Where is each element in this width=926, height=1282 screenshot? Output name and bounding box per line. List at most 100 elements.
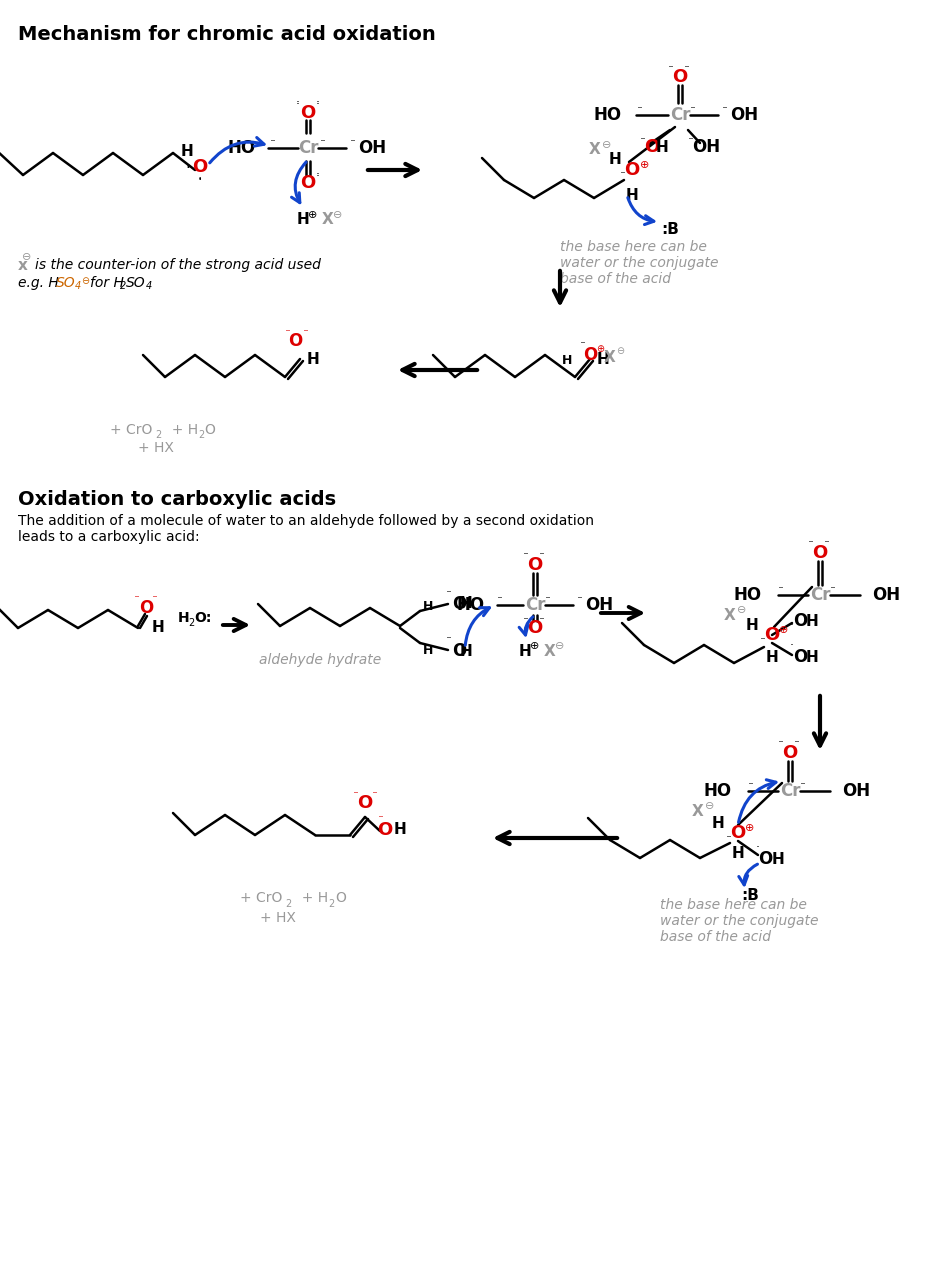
Text: H: H xyxy=(394,823,407,837)
Text: ·: · xyxy=(380,812,384,824)
Text: ·: · xyxy=(378,812,382,824)
Text: ⊖: ⊖ xyxy=(81,276,89,286)
Text: ·: · xyxy=(303,326,307,338)
Text: ·: · xyxy=(287,326,291,338)
Text: OH: OH xyxy=(730,106,758,124)
Text: Mechanism for chromic acid oxidation: Mechanism for chromic acid oxidation xyxy=(18,26,436,44)
Text: ·: · xyxy=(640,133,644,146)
Text: ·: · xyxy=(296,96,300,109)
Text: HO: HO xyxy=(228,138,256,156)
Text: O: O xyxy=(782,744,797,762)
Text: Cr: Cr xyxy=(809,586,831,604)
Text: Cr: Cr xyxy=(298,138,319,156)
Text: for H: for H xyxy=(90,276,124,290)
Text: ·: · xyxy=(620,167,624,179)
Text: ·: · xyxy=(582,337,586,350)
Text: ·: · xyxy=(198,172,202,186)
Text: ·: · xyxy=(374,787,378,800)
Text: ·: · xyxy=(270,135,274,147)
Text: Oxidation to carboxylic acids: Oxidation to carboxylic acids xyxy=(18,490,336,509)
Text: ·: · xyxy=(322,135,326,147)
Text: ·: · xyxy=(637,103,641,115)
Text: ·: · xyxy=(320,135,324,147)
Text: O: O xyxy=(452,595,467,613)
Text: H: H xyxy=(296,213,309,227)
Text: + HX: + HX xyxy=(138,441,174,455)
Text: ·: · xyxy=(541,547,545,562)
Text: O: O xyxy=(139,599,153,617)
Text: OH: OH xyxy=(872,586,900,604)
Text: ·: · xyxy=(690,103,694,115)
Text: ·: · xyxy=(523,613,527,626)
Text: ·: · xyxy=(448,632,452,645)
Text: ·: · xyxy=(762,633,766,646)
Text: ·: · xyxy=(690,133,694,146)
Text: ·: · xyxy=(296,97,300,112)
Text: ·: · xyxy=(728,831,732,844)
Text: ·: · xyxy=(580,337,584,350)
Text: ·: · xyxy=(523,547,527,562)
Text: H: H xyxy=(459,596,472,612)
Text: ·: · xyxy=(808,536,812,549)
Text: OH: OH xyxy=(358,138,386,156)
Text: X: X xyxy=(589,142,601,158)
Text: + HX: + HX xyxy=(260,912,296,926)
Text: ·: · xyxy=(198,173,202,187)
Text: H: H xyxy=(771,851,784,867)
Text: ·: · xyxy=(545,592,549,605)
Text: ·: · xyxy=(499,592,503,605)
Text: The addition of a molecule of water to an aldehyde followed by a second oxidatio: The addition of a molecule of water to a… xyxy=(18,514,594,544)
Text: Cr: Cr xyxy=(525,596,545,614)
Text: ·: · xyxy=(152,591,156,604)
Text: ·: · xyxy=(726,831,730,844)
Text: ·: · xyxy=(692,103,696,115)
Text: O: O xyxy=(812,544,828,562)
Text: X: X xyxy=(322,213,334,227)
Text: ⊕: ⊕ xyxy=(745,823,755,833)
Text: O: O xyxy=(731,824,745,842)
Text: :B: :B xyxy=(741,888,759,904)
Text: ·: · xyxy=(296,168,300,181)
Text: H: H xyxy=(608,153,621,168)
Text: ·: · xyxy=(154,591,158,604)
Text: ·: · xyxy=(688,133,692,146)
Text: 2: 2 xyxy=(198,429,205,440)
Text: ·: · xyxy=(355,787,359,800)
Text: ·: · xyxy=(748,778,752,791)
Text: ·: · xyxy=(272,135,276,147)
Text: ⊕: ⊕ xyxy=(780,626,789,635)
Text: ⊖: ⊖ xyxy=(602,140,612,150)
Text: H: H xyxy=(152,620,165,636)
Text: ·: · xyxy=(639,103,643,115)
Text: ·: · xyxy=(780,736,784,749)
Text: + H: + H xyxy=(163,423,198,437)
Text: O: O xyxy=(644,138,659,156)
Text: ·: · xyxy=(790,638,794,653)
Text: ·: · xyxy=(352,135,356,147)
Text: H: H xyxy=(626,187,638,203)
Text: ·: · xyxy=(810,536,814,549)
Text: OH: OH xyxy=(842,782,870,800)
Text: ·: · xyxy=(316,171,320,183)
Text: 2: 2 xyxy=(328,899,334,909)
Text: ·: · xyxy=(756,841,760,854)
Text: ·: · xyxy=(285,326,289,338)
Text: H: H xyxy=(596,351,609,367)
Text: X: X xyxy=(692,804,704,818)
Text: H: H xyxy=(519,644,532,659)
Text: ·: · xyxy=(547,592,551,605)
Text: ·: · xyxy=(750,778,754,791)
Text: ⊖: ⊖ xyxy=(333,210,343,221)
Text: ·: · xyxy=(622,167,626,179)
Text: Cr: Cr xyxy=(669,106,690,124)
Text: O: O xyxy=(335,891,346,905)
Text: 4: 4 xyxy=(75,281,81,291)
Text: H: H xyxy=(423,600,433,613)
Text: HO: HO xyxy=(457,596,485,614)
Text: ·: · xyxy=(134,591,138,604)
Text: H: H xyxy=(307,353,319,368)
Text: :B: :B xyxy=(661,223,679,237)
Text: ·: · xyxy=(541,613,545,626)
Text: 4: 4 xyxy=(146,281,152,291)
Text: + CrO: + CrO xyxy=(110,423,153,437)
